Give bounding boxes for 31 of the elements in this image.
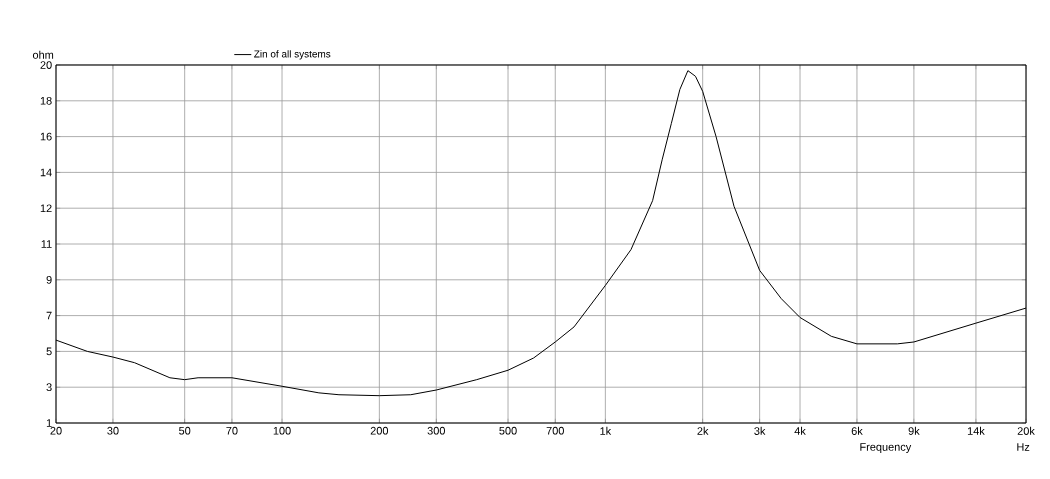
x-tick-label: 700: [546, 426, 564, 435]
y-tick-label: 3: [46, 383, 52, 392]
x-tick-label: 100: [273, 426, 291, 435]
x-tick-label: 3k: [754, 426, 766, 435]
y-tick-label: 18: [40, 96, 52, 105]
y-tick-label: 5: [46, 347, 52, 356]
y-tick-label: 20: [40, 61, 52, 69]
y-axis-title: ohm: [32, 50, 54, 59]
x-tick-label: 4k: [794, 426, 806, 435]
y-tick-label: 14: [40, 168, 52, 177]
x-tick-label: 9k: [908, 426, 920, 435]
legend-label: Zin of all systems: [254, 50, 331, 60]
x-tick-label: 500: [499, 426, 517, 435]
x-tick-label: 14k: [967, 426, 985, 435]
x-tick-label: 20k: [1017, 426, 1035, 435]
x-tick-label: 2k: [697, 426, 709, 435]
x-axis-title: Frequency: [860, 443, 912, 453]
x-tick-label: 70: [226, 426, 238, 435]
text: Hz: [1017, 443, 1030, 451]
y-tick-label: 12: [40, 204, 52, 213]
y-tick-label: 9: [46, 275, 52, 284]
y-tick-label: 7: [46, 311, 52, 320]
y-tick-label: 1: [46, 419, 52, 427]
y-tick-label: 16: [40, 132, 52, 141]
x-tick-label: 1k: [600, 426, 612, 435]
y-tick-label: 11: [41, 240, 52, 248]
x-tick-label: 200: [370, 426, 389, 435]
x-tick-label: 300: [427, 426, 445, 435]
x-tick-label: 6k: [851, 426, 863, 435]
x-tick-label: 50: [179, 426, 191, 435]
x-tick-label: 30: [107, 426, 119, 435]
